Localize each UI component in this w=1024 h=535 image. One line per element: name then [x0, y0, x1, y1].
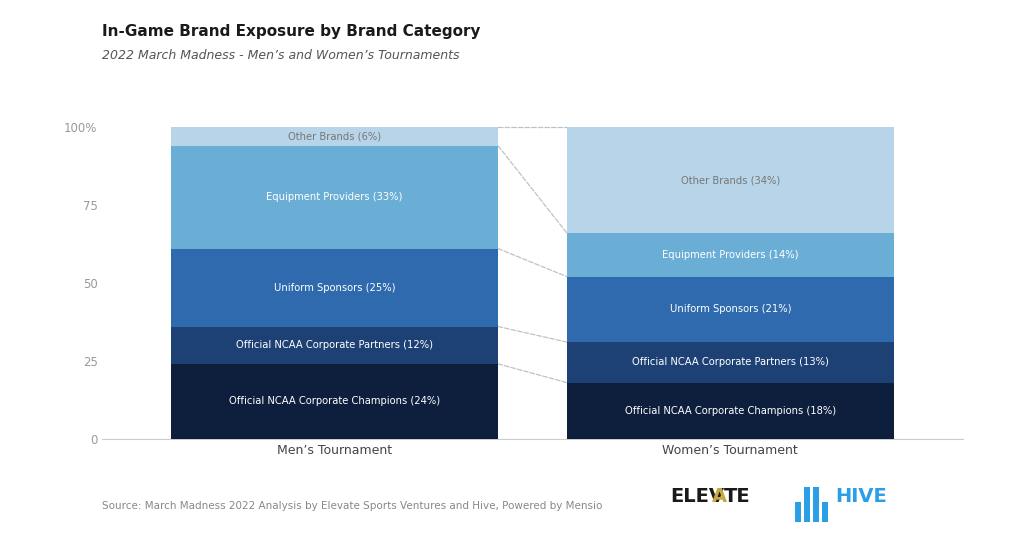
Bar: [171, 146, 498, 249]
Text: Other Brands (34%): Other Brands (34%): [681, 175, 780, 185]
Bar: [804, 487, 810, 522]
Bar: [567, 277, 894, 342]
Bar: [171, 364, 498, 439]
Bar: [813, 487, 819, 522]
Bar: [171, 326, 498, 364]
Text: Equipment Providers (14%): Equipment Providers (14%): [663, 250, 799, 260]
Bar: [567, 127, 894, 233]
Text: Equipment Providers (33%): Equipment Providers (33%): [266, 192, 402, 202]
Bar: [171, 249, 498, 326]
Bar: [171, 127, 498, 146]
Text: Official NCAA Corporate Champions (18%): Official NCAA Corporate Champions (18%): [625, 406, 836, 416]
Text: A: A: [712, 486, 727, 506]
Text: HIVE: HIVE: [836, 486, 888, 506]
Text: Official NCAA Corporate Champions (24%): Official NCAA Corporate Champions (24%): [229, 396, 440, 406]
Text: Other Brands (6%): Other Brands (6%): [288, 132, 381, 141]
Text: TE: TE: [724, 486, 751, 506]
Text: In-Game Brand Exposure by Brand Category: In-Game Brand Exposure by Brand Category: [102, 24, 481, 39]
Text: Uniform Sponsors (25%): Uniform Sponsors (25%): [273, 282, 395, 293]
Text: Official NCAA Corporate Partners (13%): Official NCAA Corporate Partners (13%): [632, 357, 828, 368]
Text: ELEV: ELEV: [671, 486, 725, 506]
Text: Official NCAA Corporate Partners (12%): Official NCAA Corporate Partners (12%): [237, 340, 433, 350]
Bar: [567, 383, 894, 439]
Text: 2022 March Madness - Men’s and Women’s Tournaments: 2022 March Madness - Men’s and Women’s T…: [102, 49, 460, 62]
Bar: [795, 502, 801, 522]
Bar: [822, 502, 828, 522]
Text: Uniform Sponsors (21%): Uniform Sponsors (21%): [670, 304, 792, 315]
Bar: [567, 233, 894, 277]
Text: Source: March Madness 2022 Analysis by Elevate Sports Ventures and Hive, Powered: Source: March Madness 2022 Analysis by E…: [102, 501, 603, 511]
Bar: [567, 342, 894, 383]
